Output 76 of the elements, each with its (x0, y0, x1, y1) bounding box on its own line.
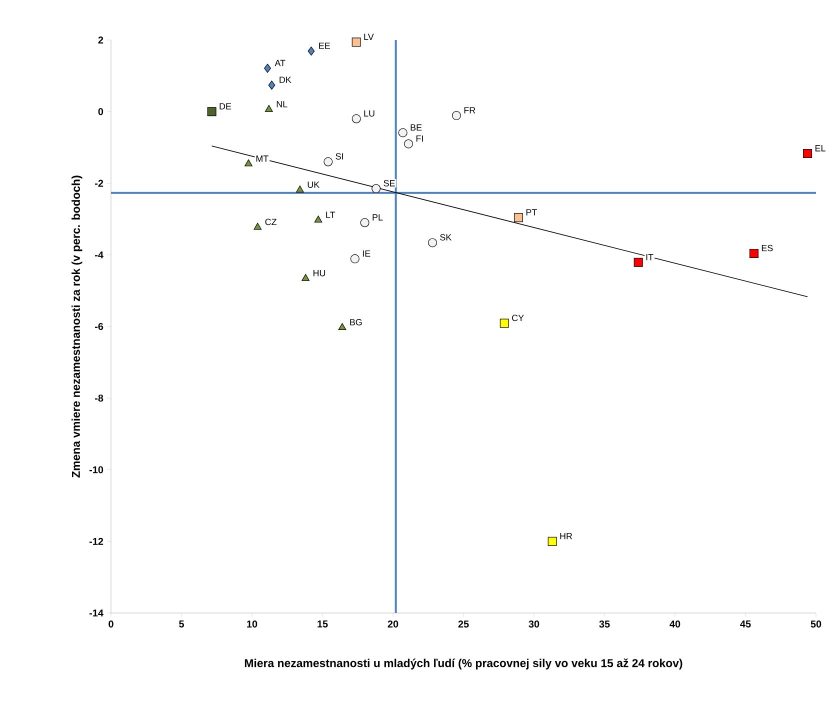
point (352, 38, 361, 47)
x-tick-label: 20 (388, 620, 398, 628)
y-tick-label: 2 (98, 36, 104, 44)
x-tick-label: 15 (318, 620, 328, 628)
annotation: CZ (265, 218, 277, 226)
point (264, 104, 273, 112)
y-tick-label: -6 (95, 322, 104, 330)
y-tick-label: -4 (95, 251, 104, 258)
annotation: HU (314, 270, 326, 276)
y-tick-label: -2 (95, 180, 104, 187)
point (803, 149, 812, 158)
y-tick-label: 0 (98, 108, 104, 116)
annotation: SK (440, 234, 452, 241)
point (296, 186, 304, 192)
annotation: ES (762, 244, 773, 252)
y-tick-label: -8 (95, 394, 104, 402)
x-tick-label: 30 (528, 620, 540, 628)
x-tick-label: 5 (179, 620, 184, 628)
annotation: BE (410, 124, 422, 131)
point (360, 218, 370, 228)
x-tick-label: 45 (740, 620, 751, 628)
x-tick-label: 0 (108, 620, 114, 628)
annotation: FR (464, 107, 476, 114)
point (264, 64, 271, 73)
point (372, 184, 381, 194)
y-tick-label: -12 (89, 538, 104, 545)
annotation: AT (274, 60, 286, 66)
y-tick-label: -10 (89, 466, 104, 474)
point (514, 213, 523, 222)
annotation: PL (372, 214, 383, 220)
point (338, 323, 346, 330)
x-tick-label: 35 (599, 620, 610, 628)
annotation: EE (319, 42, 330, 49)
y-axis-title: Zmena vmiere nezamestnanosti za rok (v perc. bodoch) (72, 176, 82, 478)
annotation: BG (350, 319, 362, 326)
annotation: NL (276, 101, 288, 108)
point (254, 222, 262, 230)
point (548, 536, 557, 546)
point (302, 274, 310, 281)
annotation: EL (815, 145, 826, 152)
point (749, 248, 758, 258)
annotation: LU (364, 110, 374, 117)
annotation: DK (280, 76, 292, 83)
annotation: UK (308, 182, 320, 188)
annotation: LV (364, 34, 374, 40)
point (244, 159, 252, 166)
point (350, 254, 360, 264)
point (314, 216, 322, 223)
x-tick-label: 50 (810, 620, 822, 628)
annotation: FI (416, 135, 423, 142)
point (324, 157, 333, 166)
x-axis-title: Miera nezamestnanosti u mladých ľudí (% pracovnej sily vo veku 15 až 24 rokov) (244, 658, 682, 670)
point (500, 318, 509, 328)
annotation: IT (646, 254, 654, 260)
x-tick-label: 25 (458, 620, 469, 628)
point (404, 139, 414, 148)
point (352, 114, 361, 124)
annotation: CY (512, 314, 524, 322)
x-tick-label: 10 (247, 620, 258, 628)
annotation: IE (362, 250, 370, 257)
point (452, 111, 461, 120)
annotation: HR (560, 533, 572, 540)
annotation: SE (384, 180, 395, 186)
annotation: PT (526, 209, 537, 216)
annotation: LT (326, 212, 336, 218)
point (398, 128, 408, 138)
point (428, 238, 437, 248)
point (207, 107, 216, 116)
annotation: DE (220, 103, 232, 110)
point (634, 258, 643, 267)
x-tick-label: 40 (670, 620, 680, 628)
annotation: SI (336, 153, 343, 160)
point (268, 80, 276, 90)
point (308, 46, 315, 56)
y-tick-label: -14 (89, 610, 104, 616)
annotation: MT (256, 156, 268, 162)
